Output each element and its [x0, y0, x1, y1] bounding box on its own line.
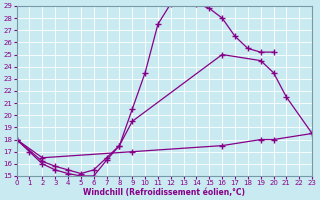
X-axis label: Windchill (Refroidissement éolien,°C): Windchill (Refroidissement éolien,°C)	[84, 188, 245, 197]
